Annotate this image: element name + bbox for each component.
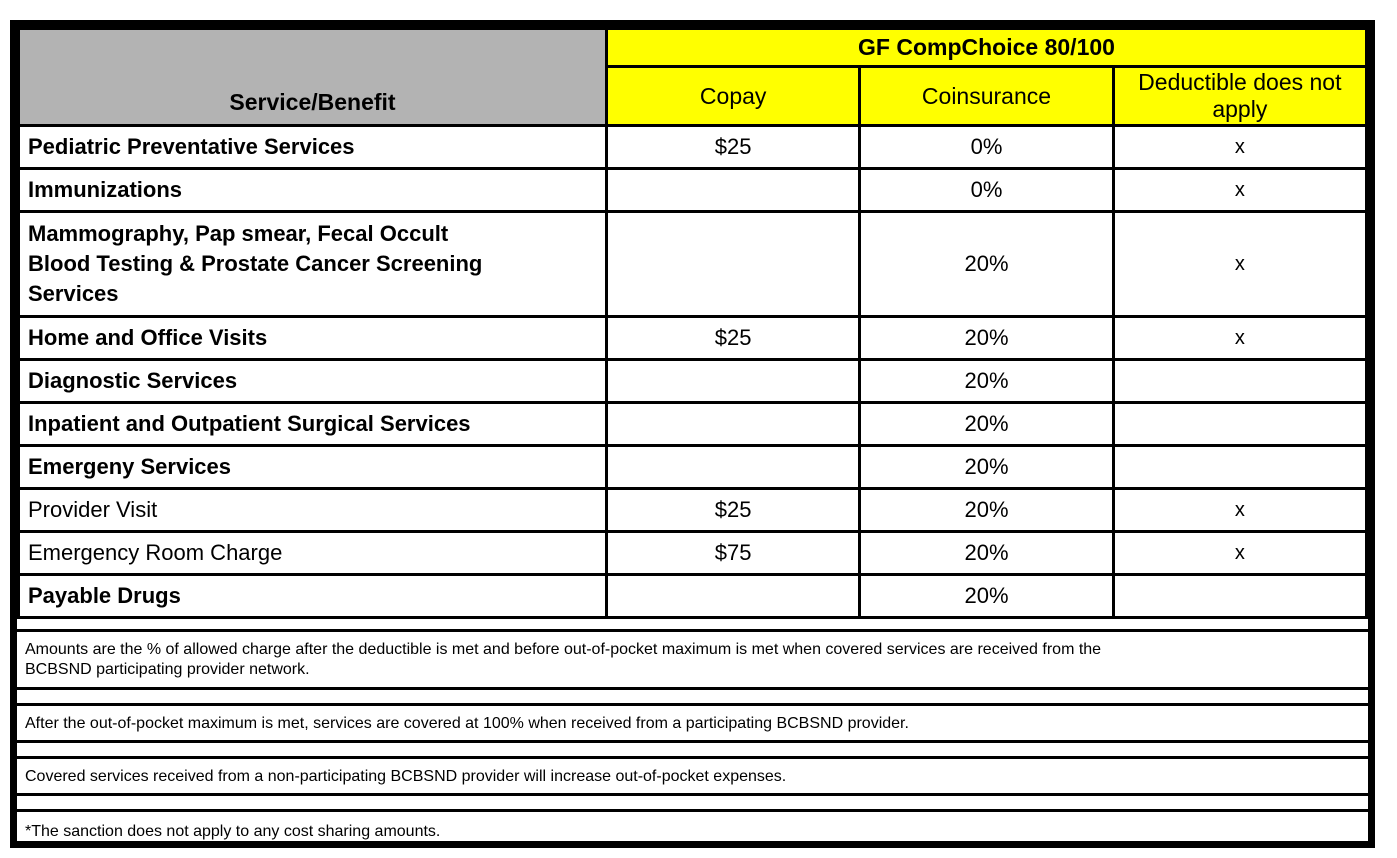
- table-row-pediatric-preventative: Pediatric Preventative Services $25 0% x: [17, 124, 1368, 170]
- deductible-column-header: Deductible does not apply: [1111, 65, 1368, 127]
- deductible-cell: x: [1111, 210, 1368, 318]
- coinsurance-cell: 20%: [858, 444, 1115, 490]
- service-cell: Payable Drugs: [17, 573, 608, 619]
- copay-cell: [604, 358, 862, 404]
- column-header-row: Copay Coinsurance Deductible does not ap…: [19, 65, 1368, 127]
- service-cell: Inpatient and Outpatient Surgical Servic…: [17, 401, 608, 447]
- coinsurance-cell: 20%: [858, 573, 1115, 619]
- service-cell: Emergeny Services: [17, 444, 608, 490]
- table-row-provider-visit: Provider Visit $25 20% x: [17, 487, 1368, 533]
- coinsurance-cell: 20%: [858, 487, 1115, 533]
- deductible-cell: x: [1111, 487, 1368, 533]
- table-row-payable-drugs: Payable Drugs 20%: [17, 573, 1368, 619]
- service-cell: Immunizations: [17, 167, 608, 213]
- coinsurance-cell: 20%: [858, 315, 1115, 361]
- service-cell: Home and Office Visits: [17, 315, 608, 361]
- coinsurance-cell: 20%: [858, 401, 1115, 447]
- plan-title-row: Service/Benefit GF CompChoice 80/100: [17, 27, 1368, 127]
- coinsurance-cell: 20%: [858, 530, 1115, 576]
- divider-gap: [17, 619, 1368, 629]
- divider-gap: [17, 796, 1368, 809]
- deductible-cell: x: [1111, 167, 1368, 213]
- deductible-cell: [1111, 358, 1368, 404]
- copay-cell: [604, 444, 862, 490]
- coinsurance-cell: 0%: [858, 167, 1115, 213]
- copay-column-header: Copay: [604, 65, 862, 127]
- table-row-screening-services: Mammography, Pap smear, Fecal Occult Blo…: [17, 210, 1368, 318]
- deductible-cell: x: [1111, 124, 1368, 170]
- coinsurance-cell: 20%: [858, 210, 1115, 318]
- divider-gap: [17, 690, 1368, 703]
- benefits-summary-sheet: Service/Benefit GF CompChoice 80/100 Cop…: [10, 20, 1375, 848]
- copay-cell: [604, 167, 862, 213]
- service-cell: Emergency Room Charge: [17, 530, 608, 576]
- service-cell: Pediatric Preventative Services: [17, 124, 608, 170]
- deductible-cell: [1111, 573, 1368, 619]
- table-row-home-office-visits: Home and Office Visits $25 20% x: [17, 315, 1368, 361]
- deductible-cell: [1111, 444, 1368, 490]
- footnote-non-participating-provider: Covered services received from a non-par…: [17, 756, 1368, 796]
- divider-gap: [17, 743, 1368, 756]
- table-row-immunizations: Immunizations 0% x: [17, 167, 1368, 213]
- copay-cell: [604, 210, 862, 318]
- copay-cell: [604, 573, 862, 619]
- deductible-cell: x: [1111, 530, 1368, 576]
- footnote-sanction: *The sanction does not apply to any cost…: [17, 809, 1368, 841]
- service-benefit-header: Service/Benefit: [17, 27, 608, 127]
- table-row-emergency-room-charge: Emergency Room Charge $75 20% x: [17, 530, 1368, 576]
- coinsurance-cell: 20%: [858, 358, 1115, 404]
- deductible-cell: x: [1111, 315, 1368, 361]
- footnote-out-of-pocket-maximum: After the out-of-pocket maximum is met, …: [17, 703, 1368, 743]
- coinsurance-column-header: Coinsurance: [858, 65, 1115, 127]
- service-cell: Provider Visit: [17, 487, 608, 533]
- service-cell: Diagnostic Services: [17, 358, 608, 404]
- copay-cell: $25: [604, 487, 862, 533]
- footnote-participating-network: Amounts are the % of allowed charge afte…: [17, 629, 1368, 690]
- service-cell: Mammography, Pap smear, Fecal Occult Blo…: [17, 210, 608, 318]
- coinsurance-cell: 0%: [858, 124, 1115, 170]
- benefits-table: Service/Benefit GF CompChoice 80/100 Cop…: [17, 27, 1368, 619]
- table-row-surgical-services: Inpatient and Outpatient Surgical Servic…: [17, 401, 1368, 447]
- plan-title-header: GF CompChoice 80/100: [605, 27, 1368, 68]
- deductible-cell: [1111, 401, 1368, 447]
- table-row-emergency-services: Emergeny Services 20%: [17, 444, 1368, 490]
- copay-cell: $75: [604, 530, 862, 576]
- table-row-diagnostic-services: Diagnostic Services 20%: [17, 358, 1368, 404]
- copay-cell: $25: [604, 315, 862, 361]
- copay-cell: $25: [604, 124, 862, 170]
- copay-cell: [604, 401, 862, 447]
